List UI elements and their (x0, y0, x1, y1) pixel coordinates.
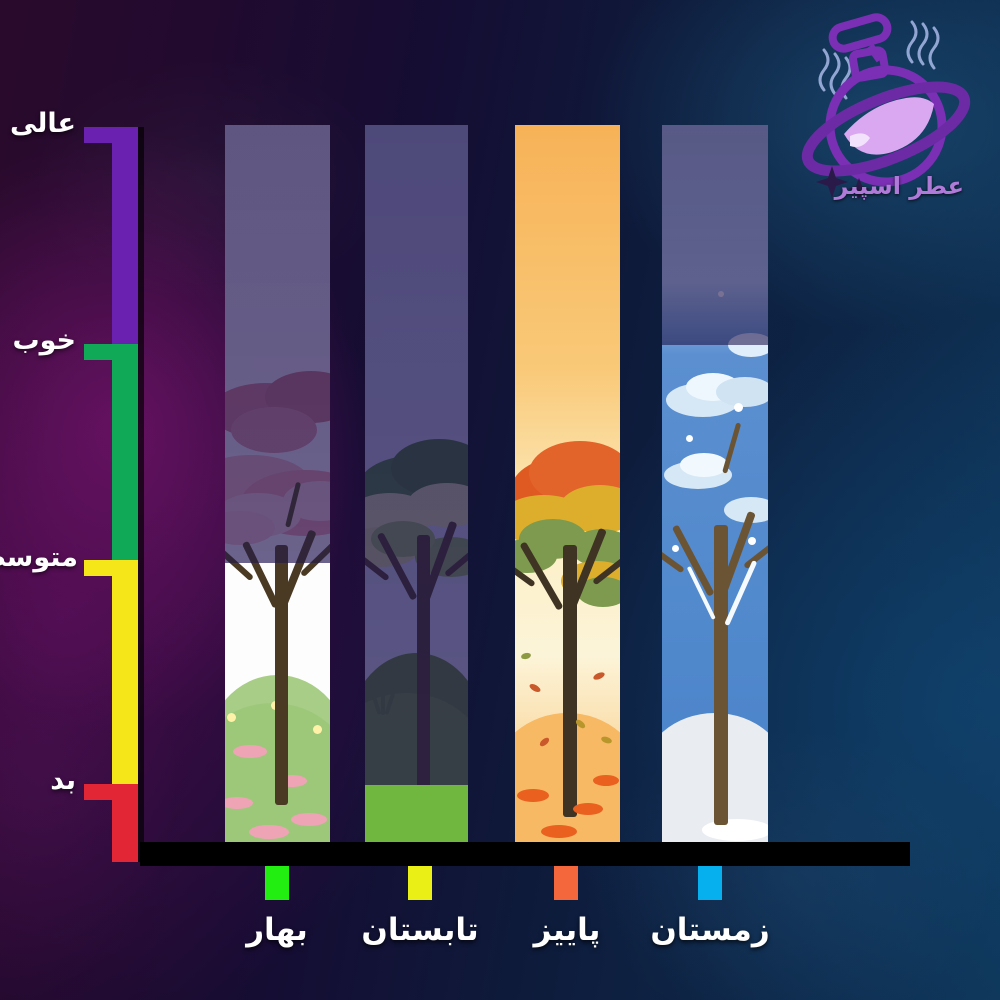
scale-label-good: خوب (12, 325, 76, 356)
legend-swatch-autumn[interactable] (554, 866, 578, 900)
chart-baseline (140, 842, 910, 866)
axis-tick-good (84, 344, 138, 360)
legend-label-summer: تابستان (361, 912, 479, 948)
legend-label-winter: زمستان (650, 912, 770, 948)
brand-logo-text: عطر اسپیر (834, 172, 965, 200)
spring-veil (225, 125, 330, 563)
legend-swatch-spring[interactable] (265, 866, 289, 900)
axis-tick-excellent (84, 127, 138, 143)
scale-label-excellent: عالی (9, 108, 76, 139)
summer-green-base (365, 785, 468, 843)
spring-veil-tint (225, 125, 330, 563)
winter-veil (662, 125, 768, 345)
axis-segment-excellent[interactable] (112, 127, 138, 347)
axis-segment-good[interactable] (112, 347, 138, 562)
axis-tick-bad (84, 784, 138, 800)
axis-segment-medium[interactable] (112, 562, 138, 786)
legend-swatch-winter[interactable] (698, 866, 722, 900)
season-column-spring[interactable] (225, 125, 330, 843)
axis-tick-medium (84, 560, 138, 576)
scale-label-medium: متوسط (0, 542, 78, 573)
scale-label-bad: بد (50, 765, 76, 796)
summer-veil (365, 125, 468, 785)
season-column-summer[interactable] (365, 125, 468, 843)
summer-veil-tint (365, 125, 468, 785)
legend-label-autumn: پاییز (533, 912, 601, 948)
season-column-winter[interactable] (662, 125, 768, 843)
legend-label-spring: بهار (246, 912, 308, 948)
legend-swatch-summer[interactable] (408, 866, 432, 900)
axis-shadow (138, 127, 144, 862)
winter-veil-tint (662, 125, 768, 345)
autumn-scene (515, 125, 620, 843)
season-column-autumn[interactable] (515, 125, 620, 843)
perfume-bottle-planet-icon[interactable] (792, 10, 982, 215)
